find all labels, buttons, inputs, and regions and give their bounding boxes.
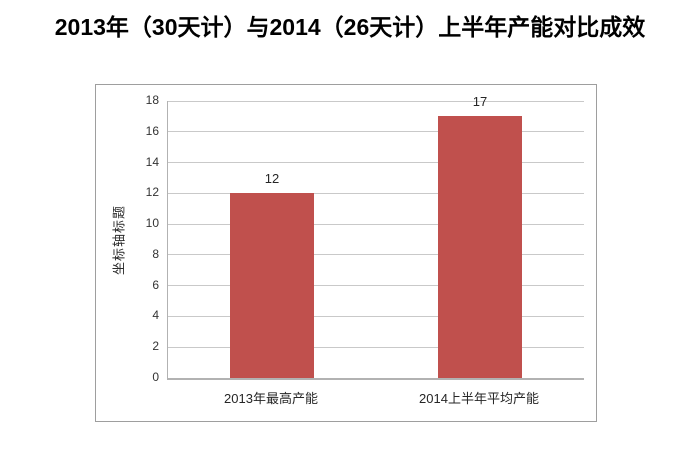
y-axis-title-text: 坐标轴标题 xyxy=(111,204,127,275)
y-axis-tick-label: 8 xyxy=(152,246,159,261)
x-axis-category-label: 2014上半年平均产能 xyxy=(419,391,539,406)
gridline xyxy=(168,100,584,102)
y-axis-title: 坐标轴标题 xyxy=(106,101,130,378)
y-axis-tick-label: 10 xyxy=(145,216,159,231)
chart-area: 坐标轴标题 12 17 0 2 4 6 8 10 12 14 16 18 2013年最高产能 2014上… xyxy=(95,84,597,422)
gridline xyxy=(168,131,584,133)
y-axis-tick-label: 12 xyxy=(145,185,159,200)
bar-data-label: 17 xyxy=(472,94,488,110)
bar-2 xyxy=(438,116,522,378)
y-axis-tick-label: 4 xyxy=(152,308,159,323)
plot-area: 12 17 xyxy=(167,94,584,380)
y-axis-tick-label: 16 xyxy=(145,123,159,138)
x-axis-category-label: 2013年最高产能 xyxy=(224,391,318,406)
y-axis-tick-label: 18 xyxy=(145,93,159,107)
gridline xyxy=(168,192,584,194)
gridline xyxy=(168,285,584,287)
chart-main-title: 2013年（30天计）与2014（26天计）上半年产能对比成效 xyxy=(54,14,646,40)
gridline xyxy=(168,346,584,348)
y-axis-tick-label: 14 xyxy=(145,154,159,169)
y-axis-tick-label: 0 xyxy=(152,370,159,384)
gridline xyxy=(168,254,584,256)
gridline xyxy=(168,315,584,317)
y-axis-tick-label: 6 xyxy=(152,277,159,292)
y-axis-tick-label: 2 xyxy=(152,339,159,354)
bar-data-label: 12 xyxy=(264,171,280,187)
bar-1 xyxy=(230,193,314,378)
gridline xyxy=(168,223,584,225)
gridline xyxy=(168,162,584,164)
